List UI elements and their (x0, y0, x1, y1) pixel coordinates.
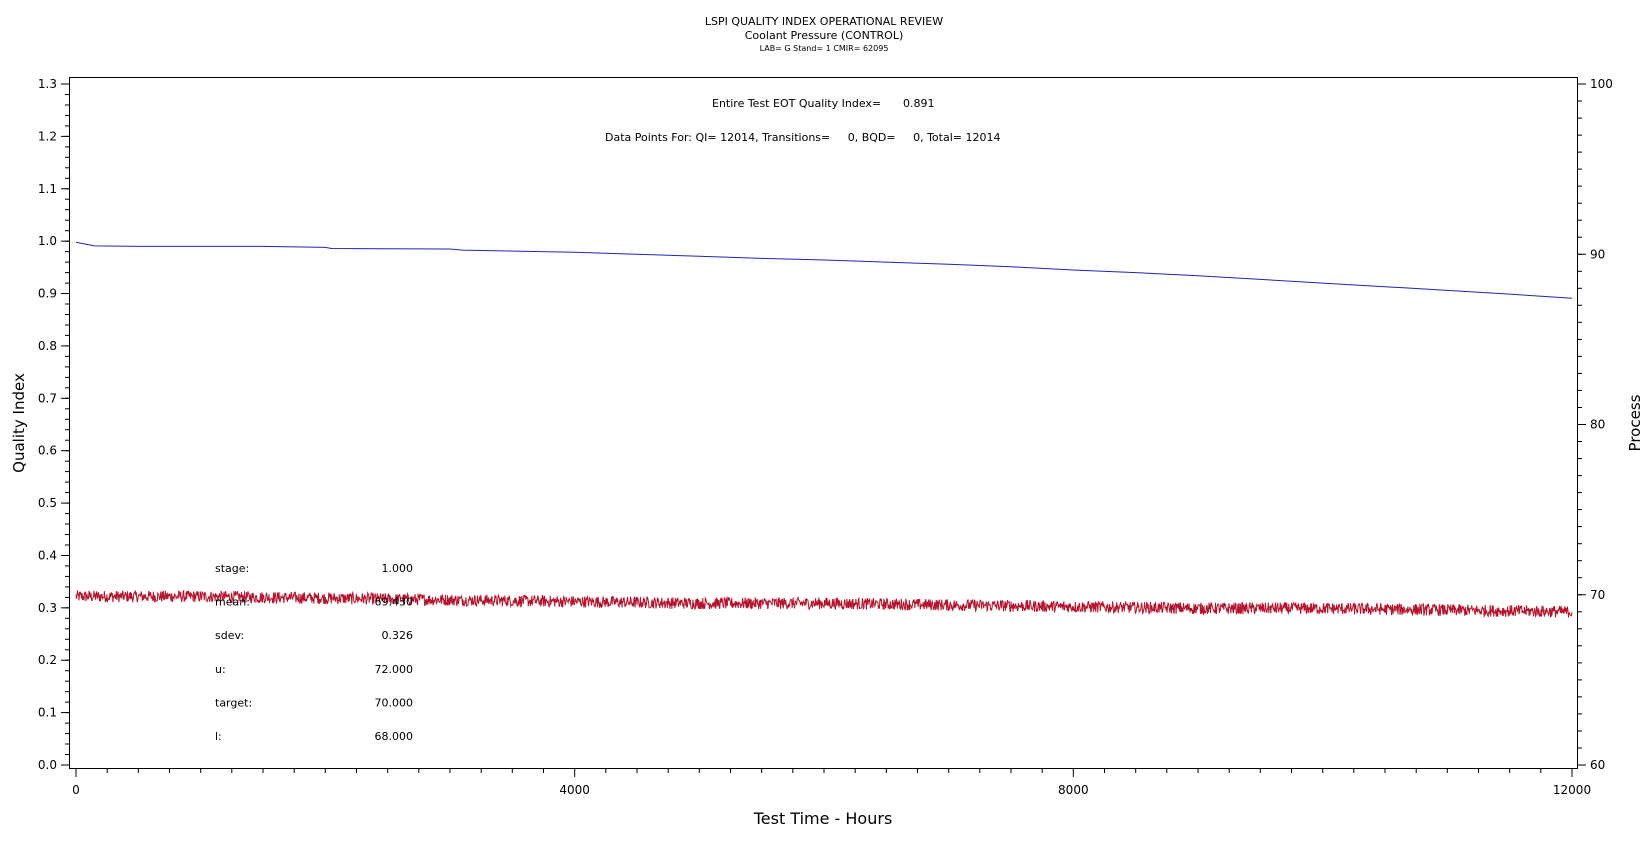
right-tick-label: 100 (1590, 77, 1613, 91)
bottom-tick-label: 0 (72, 783, 80, 797)
left-tick-label: 0.6 (38, 444, 57, 458)
left-tick-label: 0.0 (38, 758, 57, 772)
bottom-tick-label: 8000 (1058, 783, 1089, 797)
stat-value: 68.000 (375, 730, 414, 743)
x-axis-label: Test Time - Hours (753, 809, 893, 828)
stat-label: sdev: (215, 629, 244, 642)
left-tick-label: 1.2 (38, 129, 57, 143)
stat-value: 0.326 (382, 629, 414, 642)
chart-title: LSPI QUALITY INDEX OPERATIONAL REVIEW (705, 15, 943, 28)
stats-block: stage: 1.000 mean: 69.430 sdev: 0.326 u: 72.000… (215, 562, 413, 743)
right-tick-label: 70 (1590, 588, 1605, 602)
left-tick-label: 0.3 (38, 601, 57, 615)
left-tick-label: 0.5 (38, 496, 57, 510)
left-tick-label: 0.4 (38, 548, 57, 562)
left-tick-label: 0.7 (38, 391, 57, 405)
series-layer (75, 241, 1573, 619)
right-tick-label: 80 (1590, 418, 1605, 432)
plot-frame (69, 77, 1578, 769)
eot-quality-value: 0.891 (903, 97, 935, 110)
right-tick-label: 60 (1590, 758, 1605, 772)
stat-label: l: (215, 730, 222, 743)
stat-label: target: (215, 696, 252, 709)
bottom-tick-label: 12000 (1553, 783, 1591, 797)
left-tick-label: 1.1 (38, 182, 57, 196)
left-axis: 0.0 0.1 0.2 0.3 0.4 0.5 0.6 0.7 0.8 0.9 1.0 1.1 1.2 1… (38, 77, 70, 772)
stat-label: stage: (215, 562, 249, 575)
stat-value: 72.000 (375, 663, 414, 676)
left-tick-label: 0.1 (38, 706, 57, 720)
y2-axis-label: Process (1626, 394, 1644, 451)
process-series-line (75, 589, 1573, 619)
bottom-axis: 0 4000 8000 12000 (72, 768, 1591, 797)
left-tick-label: 1.0 (38, 234, 57, 248)
bottom-tick-label: 4000 (559, 783, 590, 797)
stat-value: 1.000 (382, 562, 414, 575)
stat-value: 70.000 (375, 696, 414, 709)
stat-value: 69.430 (375, 596, 414, 609)
stat-label: mean: (215, 596, 250, 609)
eot-quality-label: Entire Test EOT Quality Index= (712, 97, 881, 110)
data-points-summary: Data Points For: QI= 12014, Transitions=… (605, 131, 1000, 144)
y-axis-label: Quality Index (10, 373, 28, 473)
left-tick-label: 0.2 (38, 653, 57, 667)
right-tick-label: 90 (1590, 247, 1605, 261)
left-tick-label: 0.8 (38, 339, 57, 353)
right-axis: 60 70 80 90 100 (1577, 77, 1613, 772)
stat-label: u: (215, 663, 226, 676)
left-tick-label: 0.9 (38, 287, 57, 301)
left-tick-label: 1.3 (38, 77, 57, 91)
quality-index-series-line (75, 241, 1573, 299)
chart-subtitle-2: LAB= G Stand= 1 CMIR= 62095 (760, 44, 889, 53)
chart-subtitle: Coolant Pressure (CONTROL) (745, 29, 904, 42)
